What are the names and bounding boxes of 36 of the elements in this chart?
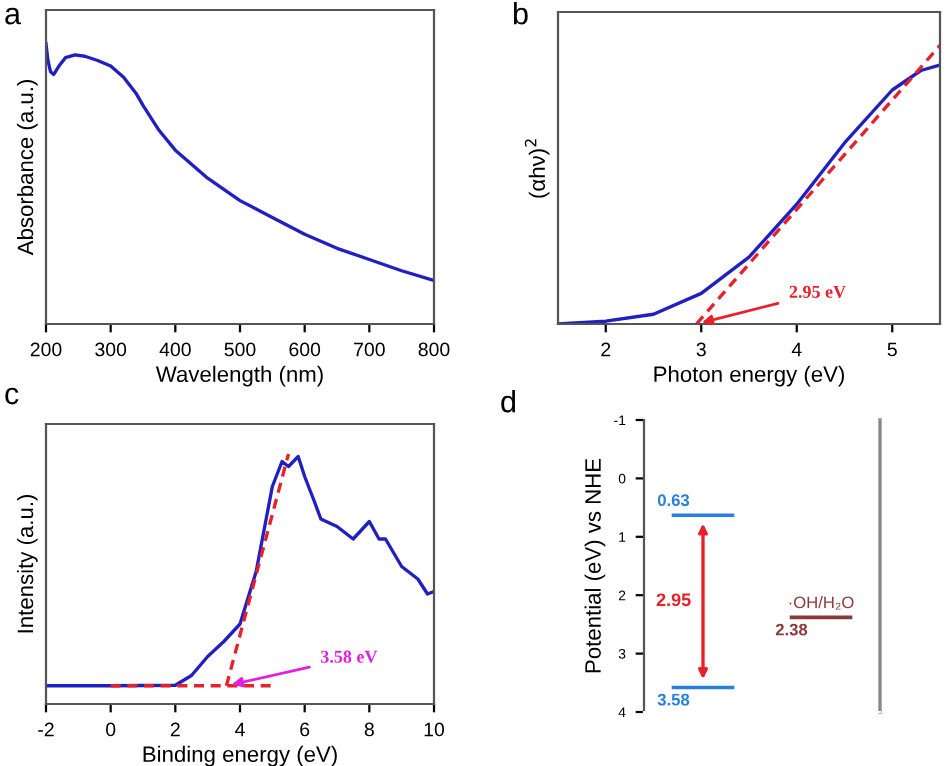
x-tick-label: 5 bbox=[887, 342, 897, 357]
y-axis-title: (αhν)$^{2}$ bbox=[524, 139, 550, 198]
y-axis-title: Potential (eV) vs NHE bbox=[584, 458, 606, 673]
chart-title: c bbox=[5, 387, 19, 405]
x-tick-label: 200 bbox=[30, 342, 62, 357]
x-axis-title: Wavelength (nm) bbox=[155, 365, 323, 387]
x-tick-label: 4 bbox=[235, 722, 245, 737]
annotation: 2.95 eV bbox=[789, 285, 846, 298]
x-tick-label: 500 bbox=[224, 342, 256, 357]
data-label: 3.58 bbox=[657, 693, 690, 706]
data-label: 0.63 bbox=[657, 494, 690, 507]
y-axis-title: Absorbance (a.u.) bbox=[16, 80, 38, 256]
data-label: 2.38 bbox=[775, 623, 808, 636]
x-tick-label: 0 bbox=[106, 722, 116, 737]
x-tick-label: 400 bbox=[159, 342, 191, 357]
x-tick-label: 8 bbox=[364, 722, 374, 737]
x-tick-label: 700 bbox=[354, 342, 385, 357]
chart-title: d bbox=[501, 390, 516, 413]
x-tick-label: 6 bbox=[300, 722, 310, 737]
x-tick-label: 2 bbox=[601, 342, 611, 357]
x-tick-label: 800 bbox=[418, 342, 450, 357]
x-tick-label: 10 bbox=[424, 722, 445, 737]
annotation: 3.58 eV bbox=[321, 650, 378, 663]
x-tick-label: 3 bbox=[696, 342, 706, 357]
x-axis-title: Binding energy (eV) bbox=[143, 745, 337, 766]
x-tick-label: 300 bbox=[95, 342, 127, 357]
y-axis-title: Intensity (a.u.) bbox=[16, 494, 38, 633]
x-tick-label: 4 bbox=[791, 342, 802, 357]
x-tick-label: 2 bbox=[170, 722, 180, 737]
x-tick-label: 600 bbox=[289, 342, 321, 357]
annotation: 2.95 bbox=[656, 593, 691, 607]
series-label: ·OH/H₂O bbox=[789, 596, 854, 610]
chart-title: a bbox=[5, 7, 21, 25]
chart-title: b bbox=[513, 2, 528, 25]
x-axis-title: Photon energy (eV) bbox=[654, 365, 844, 387]
x-tick-label: -2 bbox=[38, 722, 54, 737]
